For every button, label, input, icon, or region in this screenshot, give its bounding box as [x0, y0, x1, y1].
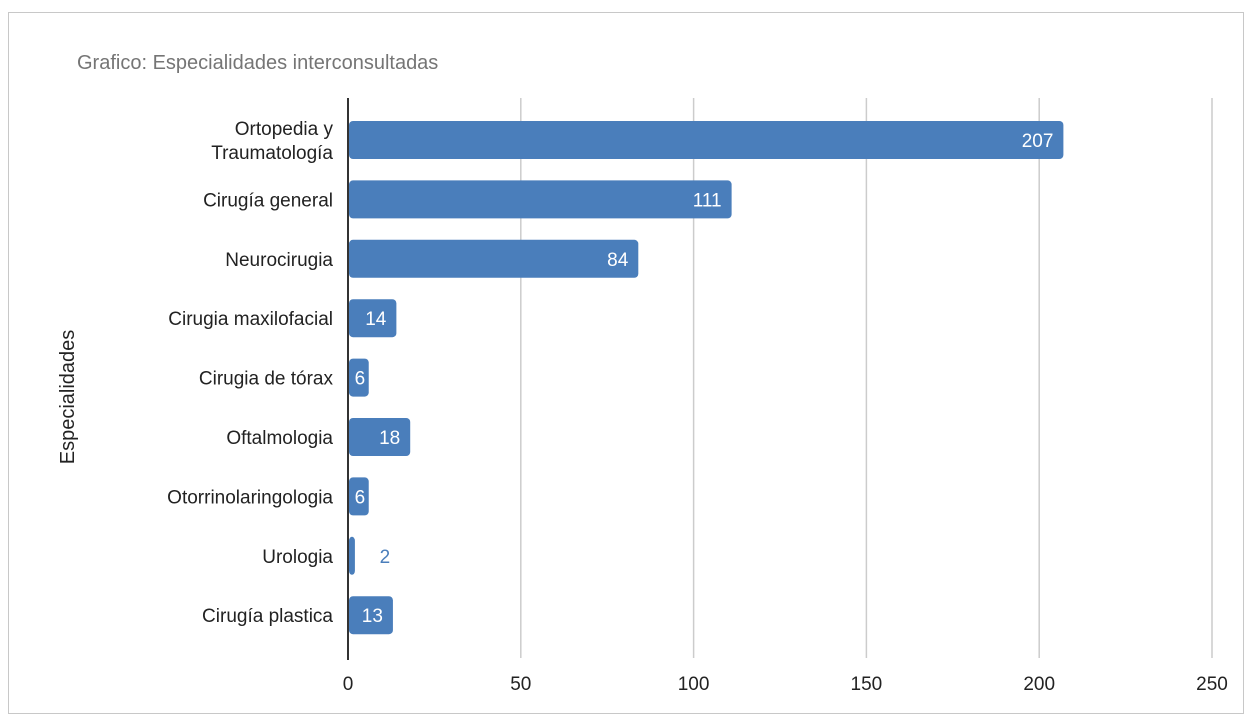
category-label: Ortopedia y Traumatología — [211, 119, 333, 164]
category-label: Cirugía general — [203, 190, 333, 211]
category-label: Otorrinolaringologia — [167, 487, 333, 508]
x-tick-label: 200 — [1023, 674, 1055, 695]
category-label: Cirugia maxilofacial — [168, 309, 333, 330]
data-label: 84 — [607, 250, 629, 271]
bar — [349, 477, 369, 516]
category-label: Urologia — [262, 547, 333, 568]
bar — [349, 299, 397, 338]
x-tick-label: 0 — [343, 674, 354, 695]
bar — [349, 418, 411, 456]
bar — [349, 358, 369, 397]
bars — [349, 121, 1064, 635]
data-label: 13 — [362, 606, 383, 627]
data-label: 6 — [355, 369, 366, 390]
data-label: 6 — [355, 487, 366, 508]
category-label: Cirugia de tórax — [199, 369, 334, 390]
bar — [349, 180, 732, 219]
bar — [349, 536, 355, 575]
data-label: 18 — [379, 428, 400, 449]
category-label: Neurocirugia — [225, 250, 333, 271]
y-axis-title: Especialidades — [57, 330, 79, 465]
x-tick-label: 250 — [1196, 674, 1228, 695]
category-label: Oftalmologia — [226, 428, 333, 449]
x-tick-label: 50 — [510, 674, 531, 695]
x-tick-label: 150 — [851, 674, 883, 695]
x-tick-label: 100 — [678, 674, 710, 695]
category-label: Cirugía plastica — [202, 606, 333, 627]
data-label: 207 — [1022, 131, 1054, 152]
chart-title: Grafico: Especialidades interconsultadas — [77, 52, 439, 74]
data-label: 111 — [693, 190, 722, 211]
labels: 0 50 100 150 200 250 207 Ortopedia y Traumatolog… — [167, 119, 1228, 695]
data-label: 2 — [380, 547, 391, 568]
bar — [349, 596, 393, 635]
bar — [349, 121, 1064, 159]
data-label: 14 — [365, 309, 387, 330]
bar — [349, 239, 639, 278]
